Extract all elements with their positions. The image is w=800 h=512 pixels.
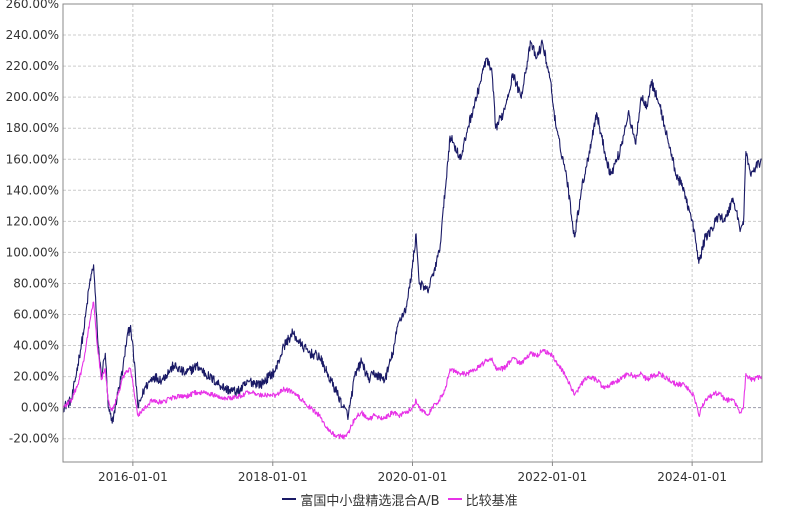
y-tick-label: 200.00%: [6, 90, 59, 104]
y-tick-label: 140.00%: [6, 183, 59, 197]
series-lines: [62, 39, 763, 440]
y-tick-label: 260.00%: [6, 0, 59, 11]
y-tick-label: 0.00%: [21, 401, 59, 415]
series-line-benchmark: [62, 301, 763, 440]
y-tick-label: 120.00%: [6, 214, 59, 228]
legend-swatch-benchmark: [447, 498, 462, 500]
plot-frame: [62, 3, 763, 463]
x-axis-labels: 2016-01-01 2018-01-01 2020-01-01 2022-01-01…: [98, 462, 727, 484]
legend-item-fund: 富国中小盘精选混合A/B: [282, 490, 440, 509]
legend-label-benchmark: 比较基准: [465, 493, 518, 509]
x-tick-label: 2016-01-01: [98, 470, 168, 484]
legend-item-benchmark: 比较基准: [447, 490, 518, 509]
y-tick-label: 220.00%: [6, 59, 59, 73]
grid: [63, 3, 762, 462]
y-tick-label: 60.00%: [13, 308, 59, 322]
y-tick-label: -20.00%: [9, 432, 59, 446]
legend-swatch-fund: [282, 498, 297, 500]
y-axis-labels: 260.00% 240.00% 220.00% 200.00% 180.00% 160.0…: [6, 0, 59, 446]
legend-label-fund: 富国中小盘精选混合A/B: [300, 493, 440, 509]
legend: 富国中小盘精选混合A/B 比较基准: [0, 488, 800, 510]
x-tick-label: 2020-01-01: [378, 470, 448, 484]
y-tick-label: 180.00%: [6, 121, 59, 135]
x-tick-label: 2022-01-01: [518, 470, 588, 484]
y-tick-label: 100.00%: [6, 245, 59, 259]
series-line-fund: [62, 39, 763, 424]
y-tick-label: 20.00%: [13, 370, 59, 384]
y-tick-label: 80.00%: [13, 276, 59, 290]
y-tick-label: 240.00%: [6, 28, 59, 42]
y-tick-label: 40.00%: [13, 339, 59, 353]
chart-canvas: 260.00% 240.00% 220.00% 200.00% 180.00% 160.0…: [6, 0, 763, 484]
y-tick-label: 160.00%: [6, 152, 59, 166]
x-tick-label: 2024-01-01: [657, 470, 727, 484]
x-tick-label: 2018-01-01: [238, 470, 308, 484]
